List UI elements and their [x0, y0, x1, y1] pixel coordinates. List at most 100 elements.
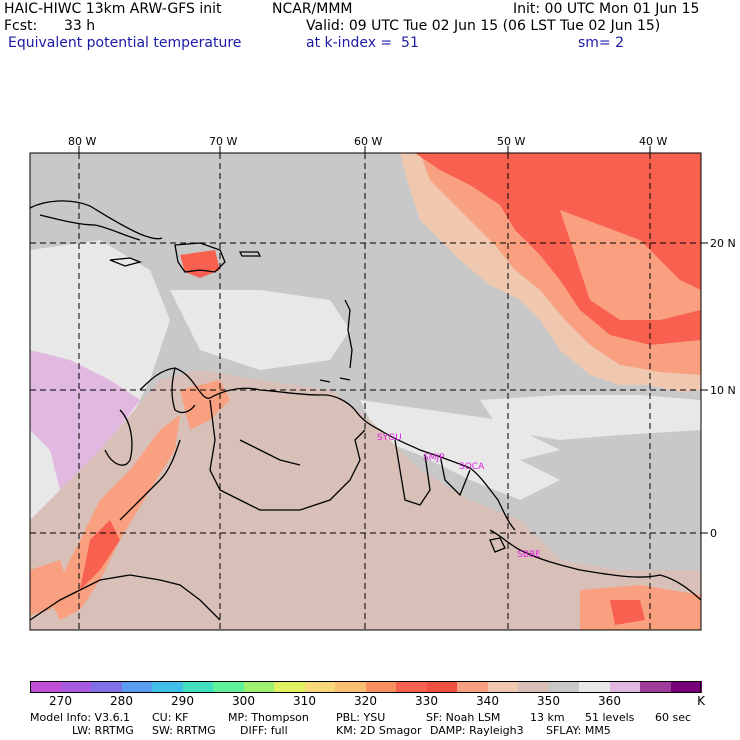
colorbar-cell — [487, 681, 519, 693]
lat-label-10n: 10 N — [710, 384, 736, 397]
colorbar-cell — [213, 681, 244, 693]
colorbar-cell — [457, 681, 488, 693]
km-option: KM: 2D Smagor — [336, 724, 422, 737]
lon-label-80w: 80 W — [68, 135, 96, 148]
axis-ticks — [78, 146, 708, 534]
puerto-rico-coast — [238, 251, 262, 257]
colorbar-tick-label: 290 — [171, 694, 194, 708]
lesser-antilles — [344, 299, 353, 369]
colorbar-cell — [274, 681, 305, 693]
andes-335 — [50, 415, 180, 620]
brazil-330 — [610, 600, 645, 625]
station-labels: SYGU SMJP SOCA SBBE — [377, 433, 541, 560]
map-field — [30, 153, 701, 630]
model-title: HAIC-HIWC 13km ARW-GFS init — [4, 1, 222, 17]
model-info-version: Model Info: V3.6.1 — [30, 711, 131, 724]
pbl-scheme: PBL: YSU — [336, 711, 386, 724]
cumulus-scheme: CU: KF — [152, 711, 189, 724]
lon-label-70w: 70 W — [209, 135, 237, 148]
colorbar-cell — [579, 681, 610, 693]
maracaibo-335 — [180, 380, 230, 430]
colorbar-cell — [335, 681, 366, 693]
colorbar-cell — [91, 681, 122, 693]
colorbar-tick-label: 310 — [293, 694, 316, 708]
colorbar-cell — [30, 681, 61, 693]
valid-time: Valid: 09 UTC Tue 02 Jun 15 (06 LST Tue … — [306, 18, 661, 34]
peru-border — [30, 574, 221, 621]
colorbar-cell — [365, 681, 397, 693]
hispaniola-coast — [174, 242, 226, 273]
colorbar-tick-label: 340 — [476, 694, 499, 708]
station-sygu: SYGU — [377, 433, 402, 443]
colorbar-cell — [518, 681, 549, 693]
colorbar-frame — [30, 681, 701, 693]
microphysics-scheme: MP: Thompson — [228, 711, 309, 724]
lat-lon-grid — [30, 153, 701, 630]
andes-335b — [30, 560, 70, 615]
colorbar-cell — [304, 681, 336, 693]
field-name: Equivalent potential temperature — [8, 35, 242, 51]
colorbar-tick-label: 330 — [415, 694, 438, 708]
colorbar-cell — [426, 681, 458, 693]
region-345 — [30, 370, 701, 630]
colorbar-tick-label: 320 — [354, 694, 377, 708]
colorbar-tick-label: 350 — [537, 694, 560, 708]
coastlines — [30, 200, 701, 621]
level-label: at k-index = 51 — [306, 35, 419, 51]
suriname-border — [394, 439, 431, 506]
lat-label-20n: 20 N — [710, 237, 736, 250]
colorbar-cell — [152, 681, 183, 693]
maracaibo-coast — [171, 367, 196, 414]
smoothing-label: sm= 2 — [578, 35, 625, 51]
colorbar-cell — [243, 681, 275, 693]
grid-spacing: 13 km — [530, 711, 565, 724]
forecast-hour: 33 h — [64, 18, 96, 34]
colorbar-cell — [121, 681, 153, 693]
orinoco-border — [239, 439, 301, 466]
damping-option: DAMP: Rayleigh3 — [430, 724, 524, 737]
lon-label-50w: 50 W — [497, 135, 525, 148]
andes-330 — [80, 520, 120, 590]
trinidad-coast — [319, 377, 351, 383]
surface-layer-scheme: SFLAY: MM5 — [546, 724, 611, 737]
colorbar-unit-label: K — [697, 694, 705, 708]
colorbar-cell — [670, 681, 702, 693]
init-time: Init: 00 UTC Mon 01 Jun 15 — [513, 1, 700, 17]
brazil-coast — [489, 529, 701, 601]
panama-coast — [104, 409, 133, 466]
shortwave-scheme: SW: RRTMG — [152, 724, 216, 737]
colorbar-cell — [548, 681, 580, 693]
region-355 — [480, 395, 701, 440]
colorbar-cell — [640, 681, 671, 693]
colorbar-tick-label: 300 — [232, 694, 255, 708]
cuba-south-coast — [39, 214, 141, 241]
lat-label-0: 0 — [710, 527, 717, 540]
colorbar-cell — [182, 681, 214, 693]
station-soca: SOCA — [459, 462, 485, 472]
colorbar-cell — [609, 681, 641, 693]
colorbar-cell — [396, 681, 427, 693]
timestep: 60 sec — [655, 711, 692, 724]
surface-scheme: SF: Noah LSM — [426, 711, 501, 724]
lon-label-60w: 60 W — [354, 135, 382, 148]
guyana-border — [349, 429, 366, 481]
south-america-north-coast — [139, 367, 516, 531]
colorbar-tick-label: 270 — [49, 694, 72, 708]
vertical-levels: 51 levels — [585, 711, 635, 724]
colorbar-tick-label: 360 — [598, 694, 621, 708]
station-smjp: SMJP — [423, 453, 445, 463]
colombia-border — [119, 439, 181, 521]
longwave-scheme: LW: RRTMG — [72, 724, 134, 737]
forecast-label: Fcst: — [4, 18, 38, 34]
guiana-band — [360, 400, 560, 460]
colorbar-cell — [60, 681, 92, 693]
venezuela-border — [209, 399, 351, 511]
lat-labels: 20 N 10 N 0 — [710, 237, 736, 540]
org-label: NCAR/MMM — [272, 1, 353, 17]
jamaica-coast — [109, 257, 143, 267]
station-sbbe: SBBE — [517, 550, 541, 560]
lon-label-40w: 40 W — [639, 135, 667, 148]
region-335b — [560, 210, 701, 320]
colorbar-tick-label: 280 — [110, 694, 133, 708]
